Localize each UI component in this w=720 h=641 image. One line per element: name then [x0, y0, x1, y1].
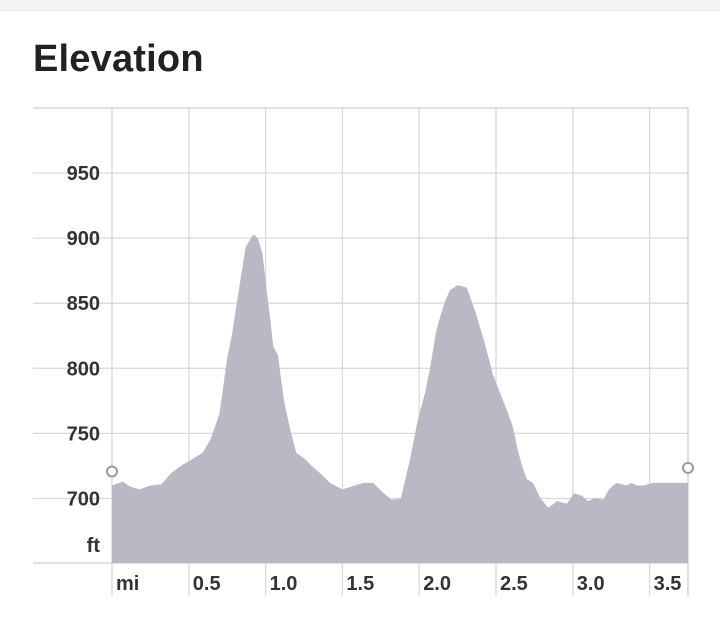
x-tick-label: 3.5 — [654, 573, 682, 595]
y-tick-label: 950 — [67, 163, 100, 185]
y-axis-unit-label: ft — [87, 535, 101, 557]
x-tick-label: 2.0 — [423, 573, 451, 595]
y-tick-label: 700 — [67, 489, 100, 511]
x-tick-label: 3.0 — [577, 573, 605, 595]
elevation-area-layer — [112, 234, 688, 563]
y-tick-label: 750 — [67, 423, 100, 445]
x-tick-label: 0.5 — [193, 573, 221, 595]
top-bar — [0, 0, 720, 11]
end-marker — [682, 461, 694, 474]
chart-markers — [106, 461, 694, 478]
page-title: Elevation — [33, 38, 204, 80]
x-axis-unit-label: mi — [116, 573, 139, 595]
start-marker — [106, 465, 118, 478]
y-tick-label: 800 — [67, 358, 100, 380]
x-tick-label: 2.5 — [500, 573, 528, 595]
x-tick-label: 1.0 — [270, 573, 298, 595]
y-tick-label: 850 — [67, 293, 100, 315]
y-tick-label: 900 — [67, 228, 100, 250]
x-tick-label: 1.5 — [346, 573, 374, 595]
elevation-area — [112, 234, 688, 563]
